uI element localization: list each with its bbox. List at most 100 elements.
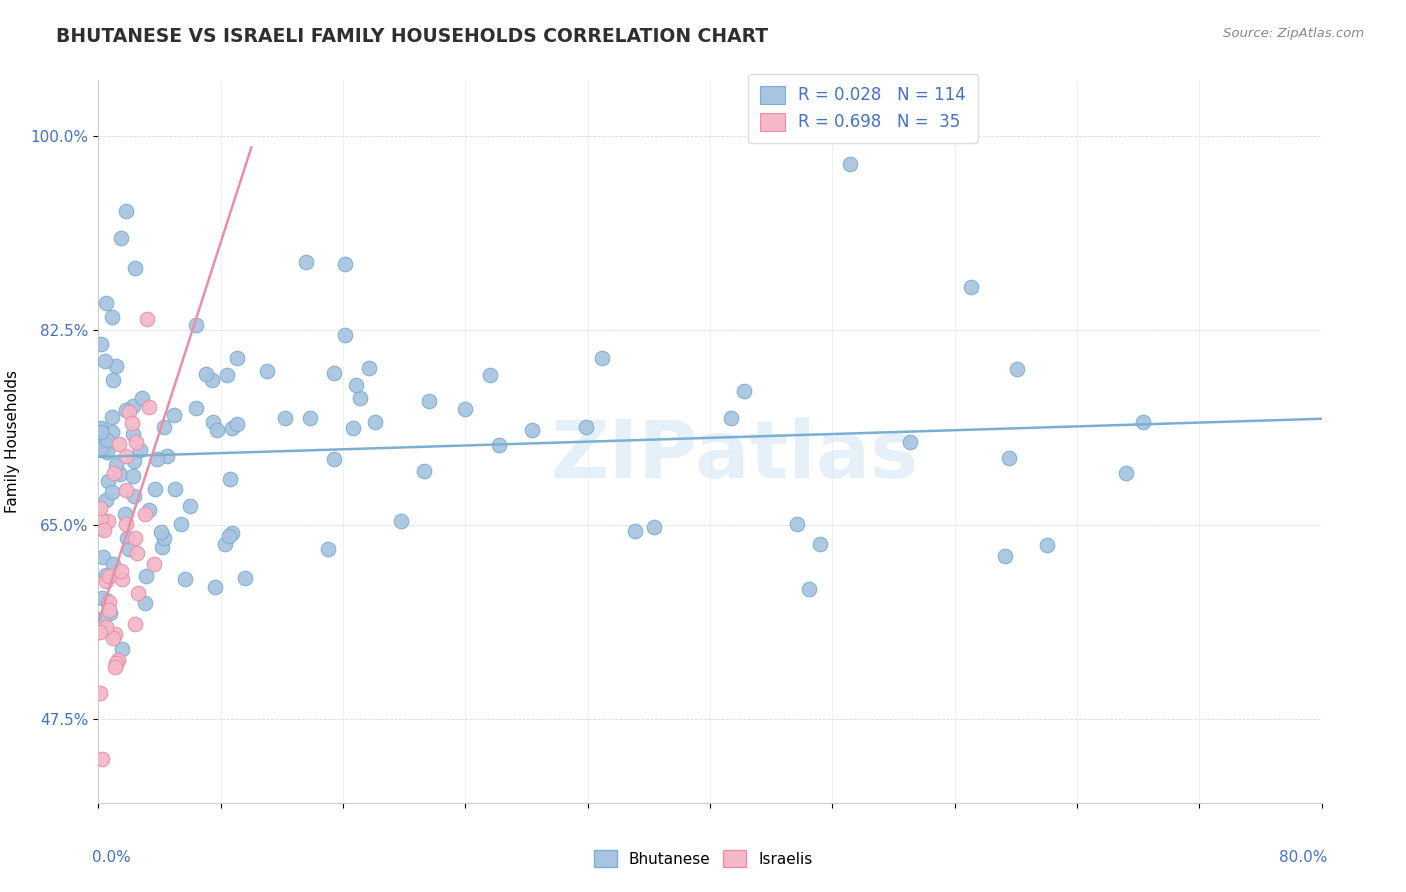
Point	[122, 453, 145, 467]
Point	[522, 423, 544, 437]
Point	[118, 405, 141, 419]
Point	[591, 351, 613, 365]
Point	[105, 656, 128, 670]
Point	[201, 373, 224, 387]
Point	[364, 416, 387, 430]
Point	[94, 442, 117, 456]
Point	[97, 514, 120, 528]
Text: 0.0%: 0.0%	[93, 850, 131, 864]
Point	[129, 443, 152, 458]
Point	[110, 565, 132, 579]
Point	[233, 571, 256, 585]
Point	[898, 434, 921, 449]
Point	[454, 402, 477, 417]
Point	[256, 363, 278, 377]
Point	[124, 531, 146, 545]
Point	[156, 449, 179, 463]
Point	[149, 524, 172, 539]
Point	[333, 257, 356, 271]
Point	[90, 752, 112, 766]
Point	[146, 452, 169, 467]
Point	[89, 501, 111, 516]
Point	[115, 531, 138, 545]
Point	[90, 425, 112, 439]
Point	[124, 617, 146, 632]
Point	[214, 536, 236, 550]
Point	[138, 401, 160, 415]
Point	[204, 580, 226, 594]
Point	[124, 261, 146, 276]
Point	[418, 394, 440, 409]
Point	[295, 255, 318, 269]
Point	[173, 572, 195, 586]
Point	[122, 490, 145, 504]
Point	[163, 408, 186, 422]
Point	[96, 445, 118, 459]
Point	[115, 204, 138, 219]
Point	[488, 438, 510, 452]
Point	[90, 421, 112, 435]
Point	[135, 569, 157, 583]
Point	[623, 524, 645, 538]
Point	[298, 411, 321, 425]
Point	[89, 625, 111, 640]
Text: BHUTANESE VS ISRAELI FAMILY HOUSEHOLDS CORRELATION CHART: BHUTANESE VS ISRAELI FAMILY HOUSEHOLDS C…	[56, 27, 768, 45]
Point	[998, 451, 1021, 466]
Point	[94, 592, 117, 607]
Point	[134, 596, 156, 610]
Point	[357, 361, 380, 376]
Point	[349, 392, 371, 406]
Point	[165, 482, 187, 496]
Point	[152, 420, 174, 434]
Point	[94, 568, 117, 582]
Point	[97, 602, 120, 616]
Point	[217, 368, 239, 383]
Point	[179, 499, 201, 513]
Point	[115, 403, 138, 417]
Point	[96, 493, 118, 508]
Point	[94, 354, 117, 368]
Legend: Bhutanese, Israelis: Bhutanese, Israelis	[588, 844, 818, 873]
Point	[115, 483, 138, 497]
Point	[93, 550, 115, 565]
Point	[207, 423, 229, 437]
Point	[808, 537, 831, 551]
Point	[111, 572, 134, 586]
Point	[93, 523, 115, 537]
Point	[134, 508, 156, 522]
Point	[100, 410, 122, 425]
Point	[110, 231, 132, 245]
Point	[135, 312, 157, 326]
Text: ZIPatlas: ZIPatlas	[550, 417, 918, 495]
Point	[218, 529, 240, 543]
Point	[226, 417, 249, 432]
Point	[90, 441, 112, 455]
Point	[121, 469, 143, 483]
Point	[960, 280, 983, 294]
Point	[104, 660, 127, 674]
Point	[839, 157, 862, 171]
Point	[91, 612, 114, 626]
Point	[226, 351, 249, 365]
Point	[1035, 538, 1057, 552]
Point	[103, 373, 125, 387]
Point	[333, 328, 356, 343]
Point	[479, 368, 502, 383]
Point	[122, 427, 145, 442]
Point	[145, 482, 167, 496]
Point	[96, 296, 118, 310]
Point	[114, 449, 136, 463]
Point	[131, 391, 153, 405]
Point	[127, 585, 149, 599]
Point	[274, 411, 297, 425]
Point	[150, 541, 173, 555]
Point	[125, 546, 148, 560]
Point	[221, 421, 243, 435]
Point	[98, 606, 121, 620]
Point	[1132, 415, 1154, 429]
Point	[105, 359, 128, 373]
Point	[125, 434, 148, 449]
Point	[108, 437, 131, 451]
Point	[1005, 362, 1028, 376]
Point	[323, 452, 346, 467]
